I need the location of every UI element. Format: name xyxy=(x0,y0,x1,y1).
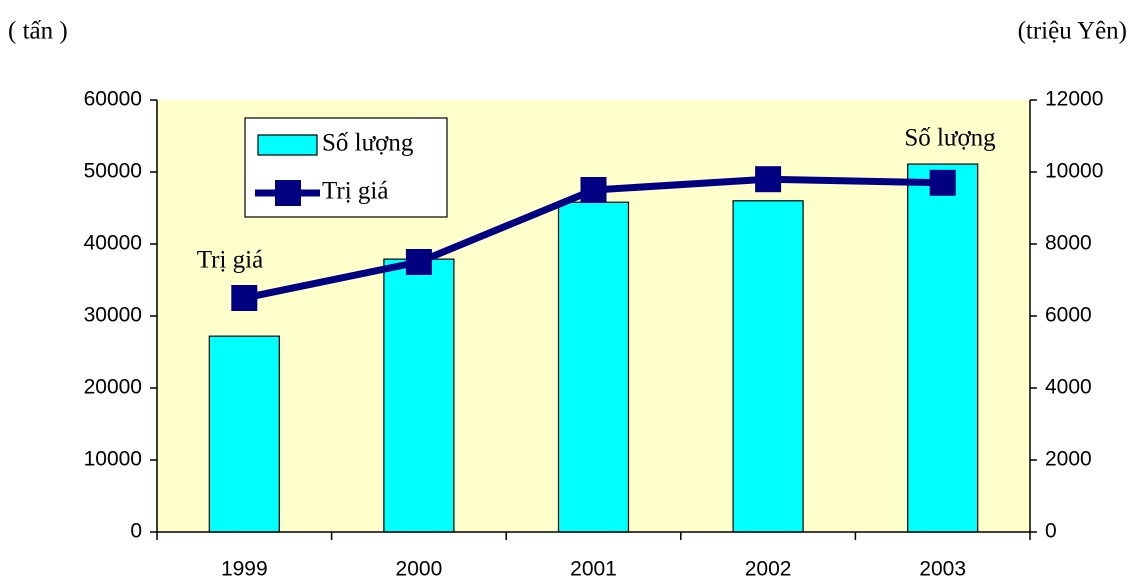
y-tick-label: 0 xyxy=(130,520,142,543)
x-tick-label: 2000 xyxy=(396,558,443,581)
y2-tick-label: 6000 xyxy=(1045,304,1092,327)
y2-tick-label: 8000 xyxy=(1045,232,1092,255)
marker xyxy=(580,177,607,203)
y2-axis-label: (triệu Yên) xyxy=(1018,18,1127,45)
legend-swatch xyxy=(257,134,318,156)
x-tick-label: 2003 xyxy=(919,558,966,581)
y-tick-label: 20000 xyxy=(84,376,142,399)
legend-label: Trị giá xyxy=(322,178,388,205)
y2-tick-label: 2000 xyxy=(1045,448,1092,471)
marker xyxy=(405,249,432,275)
y-tick-label: 40000 xyxy=(84,232,142,255)
y-tick-label: 60000 xyxy=(84,88,142,111)
x-tick-label: 2001 xyxy=(570,558,617,581)
y2-tick-label: 4000 xyxy=(1045,376,1092,399)
x-tick-label: 1999 xyxy=(221,558,268,581)
y-tick-label: 50000 xyxy=(84,160,142,183)
annotation: Số lượng xyxy=(904,125,996,152)
x-tick-label: 2002 xyxy=(745,558,792,581)
y-tick-label: 10000 xyxy=(84,448,142,471)
annotation: Trị giá xyxy=(197,247,263,274)
legend-marker xyxy=(275,180,301,206)
y2-tick-label: 10000 xyxy=(1045,160,1103,183)
marker xyxy=(231,285,258,311)
y-axis-label: ( tấn ) xyxy=(8,18,68,45)
marker xyxy=(929,169,956,196)
bar xyxy=(907,163,979,533)
marker xyxy=(755,166,782,193)
bar xyxy=(557,201,630,533)
legend-label: Số lượng xyxy=(322,130,414,157)
bar xyxy=(732,200,804,533)
y2-tick-label: 12000 xyxy=(1045,88,1103,111)
bar xyxy=(208,335,280,533)
bar xyxy=(383,258,455,533)
y2-tick-label: 0 xyxy=(1045,520,1057,543)
y-tick-label: 30000 xyxy=(84,304,142,327)
